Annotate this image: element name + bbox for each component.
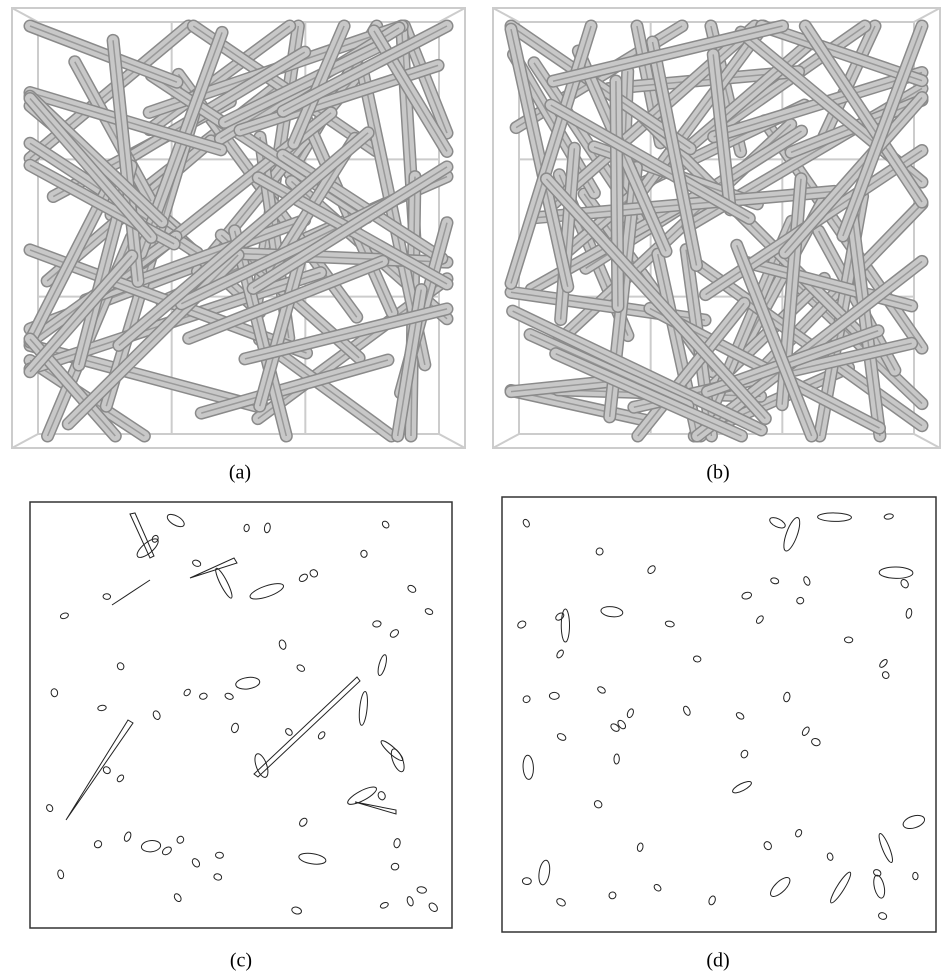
- section-frame: [502, 497, 936, 932]
- fiber: [616, 81, 618, 306]
- panel-a: [12, 8, 465, 448]
- panel-label: (a): [229, 462, 251, 484]
- panel-c: [30, 502, 452, 928]
- panel-label: (d): [706, 950, 729, 972]
- panel-label: (b): [706, 462, 729, 484]
- panel-d: [502, 497, 936, 932]
- panel-label: (c): [230, 950, 252, 972]
- panel-b: [493, 8, 940, 448]
- page: (a) (b) (c) (d) (() => { const data = JS…: [0, 0, 942, 973]
- section-frame: [30, 502, 452, 928]
- figure: (a) (b) (c) (d): [0, 0, 942, 973]
